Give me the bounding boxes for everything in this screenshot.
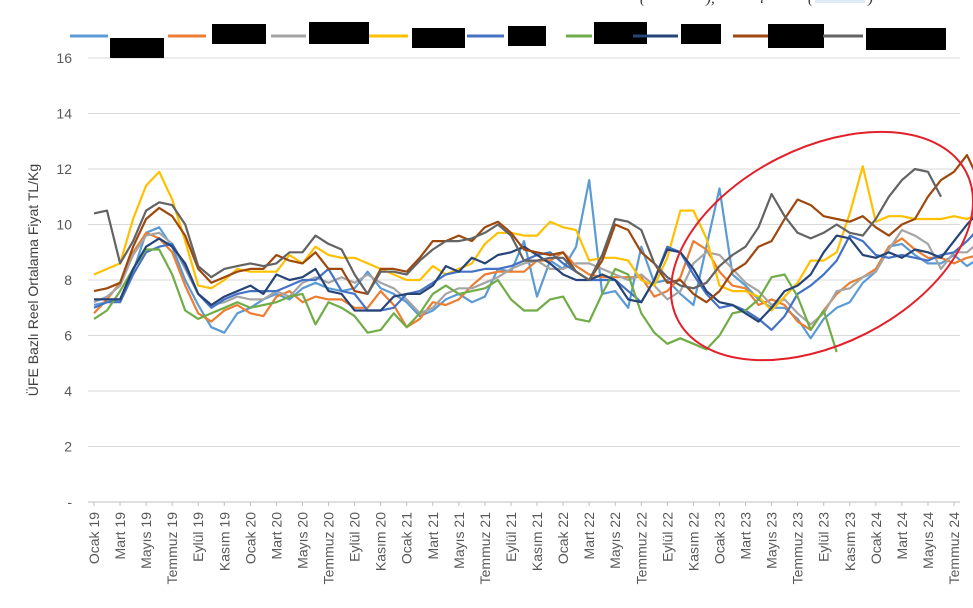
x-tick-label: Temmuz 24 xyxy=(946,512,962,585)
gridlines xyxy=(88,57,960,506)
legend-label-redaction xyxy=(212,24,266,44)
x-tick-label: Mayıs 23 xyxy=(764,512,780,569)
x-tick-label: Mart 20 xyxy=(268,512,284,560)
title-highlight xyxy=(815,0,865,3)
y-tick-label: 12 xyxy=(56,161,72,177)
series-line-6 xyxy=(93,248,838,353)
y-tick-label: 8 xyxy=(64,272,72,288)
legend-label-redaction xyxy=(594,22,647,44)
series-line-4 xyxy=(93,165,973,312)
series-line-2 xyxy=(93,231,973,331)
x-tick-label: Kasım 19 xyxy=(216,512,232,571)
x-tick-label: Mayıs 21 xyxy=(451,512,467,569)
x-tick-label: Mart 22 xyxy=(581,512,597,560)
x-tick-label: Temmuz 22 xyxy=(633,512,649,585)
series-line-5 xyxy=(93,233,973,331)
x-tick-label: Eylül 19 xyxy=(190,512,206,562)
x-tick-label: Ocak 20 xyxy=(242,512,258,564)
y-tick-label: 10 xyxy=(56,217,72,233)
series-line-9 xyxy=(93,167,942,295)
x-tick-label: Kasım 23 xyxy=(842,512,858,571)
legend-label-redaction xyxy=(412,28,465,48)
series-line-7 xyxy=(94,216,973,323)
x-tick-label: Mart 24 xyxy=(894,512,910,560)
title-fragment-3: l xyxy=(760,0,764,7)
x-tick-label: Temmuz 21 xyxy=(477,512,493,585)
x-tick-label: Mayıs 22 xyxy=(607,512,623,569)
title-fragment-4: ( xyxy=(808,0,814,7)
title-fragment-5: ) xyxy=(867,0,873,7)
x-tick-label: Mart 21 xyxy=(425,512,441,560)
x-tick-label: Mayıs 24 xyxy=(920,512,936,569)
legend-label-redaction xyxy=(309,22,369,44)
series-line-8 xyxy=(93,154,973,304)
x-tick-label: Ocak 24 xyxy=(868,512,884,564)
y-tick-label: 4 xyxy=(64,383,72,399)
x-tick-label: Mayıs 20 xyxy=(295,512,311,569)
x-tick-label: Eylül 21 xyxy=(503,512,519,562)
y-tick-label: - xyxy=(67,494,72,510)
y-tick-label: 2 xyxy=(64,439,72,455)
legend xyxy=(70,22,946,58)
series-line-3 xyxy=(93,228,973,326)
y-tick-label: 16 xyxy=(56,50,72,66)
y-tick-label: 14 xyxy=(56,106,72,122)
y-tick-label: 6 xyxy=(64,328,72,344)
x-tick-label: Ocak 22 xyxy=(555,512,571,564)
x-tick-label: Eylül 22 xyxy=(659,512,675,562)
x-tick-label: Mart 19 xyxy=(112,512,128,560)
legend-label-redaction xyxy=(681,24,721,44)
x-tick-label: Ocak 23 xyxy=(712,512,728,564)
x-tick-label: Temmuz 20 xyxy=(321,512,337,585)
x-tick-label: Eylül 20 xyxy=(347,512,363,562)
highlight-ellipse xyxy=(669,130,973,362)
x-axis-ticks: Ocak 19 Mart 19 Mayıs 19 Temmuz 19 Eylül 19 K… xyxy=(86,512,962,585)
x-tick-label: Temmuz 19 xyxy=(164,512,180,585)
legend-label-redaction xyxy=(866,28,946,50)
x-tick-label: Kasım 22 xyxy=(685,512,701,571)
x-tick-label: Kasım 21 xyxy=(529,512,545,571)
series-line-1 xyxy=(93,179,973,340)
legend-label-redaction xyxy=(508,26,546,46)
x-tick-label: Kasım 20 xyxy=(373,512,389,571)
legend-label-redaction xyxy=(110,38,164,58)
series-lines xyxy=(93,154,973,353)
x-tick-label: Eylül 23 xyxy=(816,512,832,562)
x-tick-label: Ocak 19 xyxy=(86,512,102,564)
title-fragment-2: ), xyxy=(705,0,715,7)
y-axis-title: ÜFE Bazlı Reel Ortalama Fiyat TL/Kg xyxy=(24,164,41,396)
x-tick-label: Ocak 21 xyxy=(399,512,415,564)
title-fragment: ( xyxy=(640,0,646,7)
x-tick-label: Mart 23 xyxy=(738,512,754,560)
legend-label-redaction xyxy=(768,24,824,48)
x-tick-label: Temmuz 23 xyxy=(790,512,806,585)
x-tick-label: Mayıs 19 xyxy=(138,512,154,569)
y-axis-ticks: - 2 4 6 8 10 12 14 16 xyxy=(56,50,72,510)
